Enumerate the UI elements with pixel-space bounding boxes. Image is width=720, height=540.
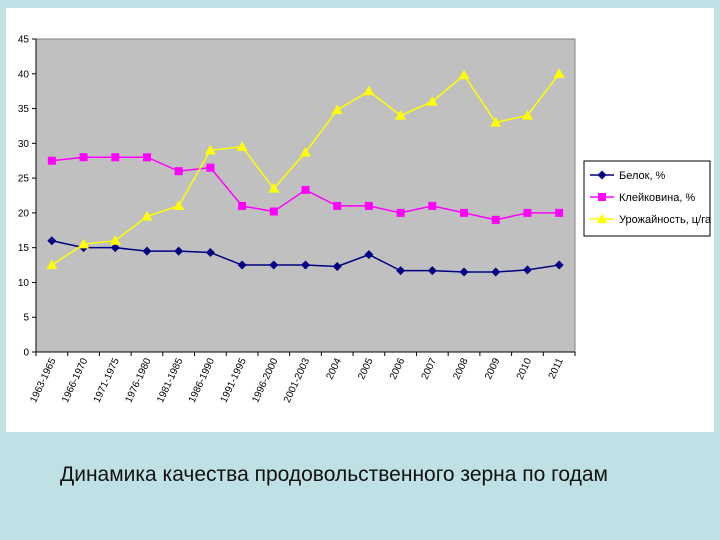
data-point	[46, 259, 58, 270]
legend-item: Урожайность, ц/га	[590, 213, 712, 226]
x-tick-label: 2006	[388, 356, 408, 381]
legend-marker	[598, 193, 606, 201]
data-point	[555, 208, 564, 217]
data-point	[332, 261, 342, 271]
data-point	[522, 265, 532, 275]
y-tick-label: 0	[23, 348, 29, 359]
x-tick-label: 2011	[547, 356, 566, 381]
y-tick-label: 5	[23, 313, 29, 324]
x-tick-label: 1996-2000	[250, 356, 280, 404]
data-point	[109, 235, 121, 245]
x-tick-label: 1971-1975	[92, 356, 122, 404]
data-point	[142, 153, 151, 162]
data-point	[427, 266, 437, 276]
x-tick-label: 2007	[420, 356, 440, 381]
y-tick-label: 40	[18, 69, 30, 80]
x-tick-label: 2004	[325, 356, 345, 381]
x-tick-label: 1966-1970	[60, 356, 90, 404]
data-point	[78, 238, 90, 249]
data-point	[396, 266, 406, 276]
series-1	[47, 236, 564, 277]
data-point	[174, 167, 183, 176]
data-point	[490, 116, 502, 127]
x-tick-label: 2008	[451, 356, 471, 381]
line-chart: 0 5 10 15 20 25 30 35 40 45 1963-1965 1966-1970 1971…	[18, 35, 712, 405]
x-tick-label: 1986-1990	[187, 356, 217, 404]
x-tick-label: 2001-2003	[282, 356, 312, 404]
x-tick-label: 1981-1985	[155, 356, 185, 404]
y-tick-label: 25	[18, 174, 30, 185]
data-point	[521, 110, 533, 120]
data-point	[79, 153, 88, 162]
legend-item: Белок, %	[590, 170, 666, 182]
data-point	[458, 69, 470, 80]
data-point	[174, 246, 184, 256]
chart-panel: 0 5 10 15 20 25 30 35 40 45 1963-1965 1966-1970 1971…	[6, 8, 714, 432]
data-point	[428, 201, 437, 210]
series-2	[47, 153, 564, 224]
x-tick-label: 1991-1995	[219, 356, 249, 404]
data-point	[237, 260, 247, 270]
data-point	[269, 207, 278, 216]
data-point	[364, 201, 373, 210]
data-point	[142, 246, 152, 256]
data-point	[47, 156, 56, 165]
y-tick-label: 20	[18, 208, 30, 219]
data-point	[396, 208, 405, 217]
data-point	[236, 141, 248, 151]
data-point	[395, 110, 407, 120]
data-point	[553, 68, 565, 78]
data-point	[110, 243, 120, 253]
legend-label: Белок, %	[619, 170, 666, 182]
data-point	[268, 183, 280, 193]
data-point	[426, 96, 438, 106]
data-point	[269, 260, 279, 270]
legend-label: Клейковина, %	[619, 192, 695, 204]
data-point	[554, 260, 564, 270]
x-tick-label: 2005	[356, 356, 376, 381]
data-point	[333, 201, 342, 210]
y-tick-label: 35	[18, 104, 30, 115]
x-tick-label: 2010	[515, 356, 535, 381]
data-point	[206, 163, 215, 172]
y-tick-label: 45	[18, 35, 30, 46]
data-point	[460, 208, 469, 217]
data-point	[491, 267, 501, 277]
data-point	[363, 85, 375, 96]
data-point	[331, 104, 343, 115]
y-tick-label: 15	[18, 243, 30, 254]
data-point	[173, 200, 185, 211]
data-point	[141, 210, 153, 221]
y-tick-label: 10	[18, 278, 30, 289]
legend-item: Клейковина, %	[590, 192, 695, 204]
data-point	[301, 185, 310, 194]
data-point	[301, 260, 310, 270]
y-tick-label: 30	[18, 139, 30, 150]
legend-marker	[596, 213, 608, 224]
legend-label: Урожайность, ц/га	[619, 214, 712, 226]
data-point	[523, 208, 532, 217]
data-point	[364, 250, 374, 260]
x-tick-label: 2009	[483, 356, 503, 381]
data-point	[300, 146, 311, 157]
data-point	[205, 248, 215, 258]
legend-marker	[597, 170, 607, 180]
data-point	[238, 201, 247, 210]
data-point	[491, 215, 500, 224]
data-point	[459, 267, 469, 277]
data-point	[47, 236, 57, 246]
data-point	[111, 153, 120, 162]
plot-area	[35, 38, 576, 353]
x-tick-label: 1963-1965	[28, 356, 58, 404]
data-point	[204, 144, 216, 155]
chart-caption: Динамика качества продовольственного зер…	[60, 463, 608, 486]
x-tick-label: 1976-1980	[124, 356, 154, 404]
series-3	[46, 68, 565, 270]
